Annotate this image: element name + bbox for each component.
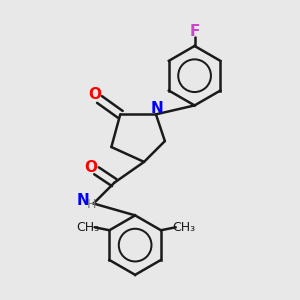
Text: H: H	[87, 199, 96, 212]
Text: CH₃: CH₃	[172, 221, 195, 234]
Text: O: O	[88, 87, 101, 102]
Text: CH₃: CH₃	[76, 221, 100, 234]
Text: N: N	[151, 101, 164, 116]
Text: O: O	[84, 160, 97, 175]
Text: N: N	[77, 193, 89, 208]
Text: F: F	[189, 24, 200, 39]
